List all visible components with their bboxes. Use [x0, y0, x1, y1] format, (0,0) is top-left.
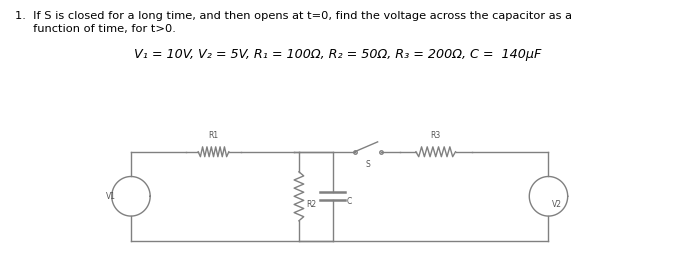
Text: function of time, for t>0.: function of time, for t>0. [15, 24, 176, 34]
Text: V₁ = 10V, V₂ = 5V, R₁ = 100Ω, R₂ = 50Ω, R₃ = 200Ω, C =  140μF: V₁ = 10V, V₂ = 5V, R₁ = 100Ω, R₂ = 50Ω, … [134, 48, 541, 61]
Text: 1.  If S is closed for a long time, and then opens at t=0, find the voltage acro: 1. If S is closed for a long time, and t… [15, 11, 572, 21]
Text: V2: V2 [552, 200, 562, 209]
Text: R2: R2 [307, 200, 316, 209]
Text: C: C [347, 197, 352, 206]
Text: R1: R1 [209, 131, 218, 140]
Text: S: S [365, 160, 370, 169]
Text: V1: V1 [106, 192, 116, 201]
Text: R3: R3 [430, 131, 441, 140]
